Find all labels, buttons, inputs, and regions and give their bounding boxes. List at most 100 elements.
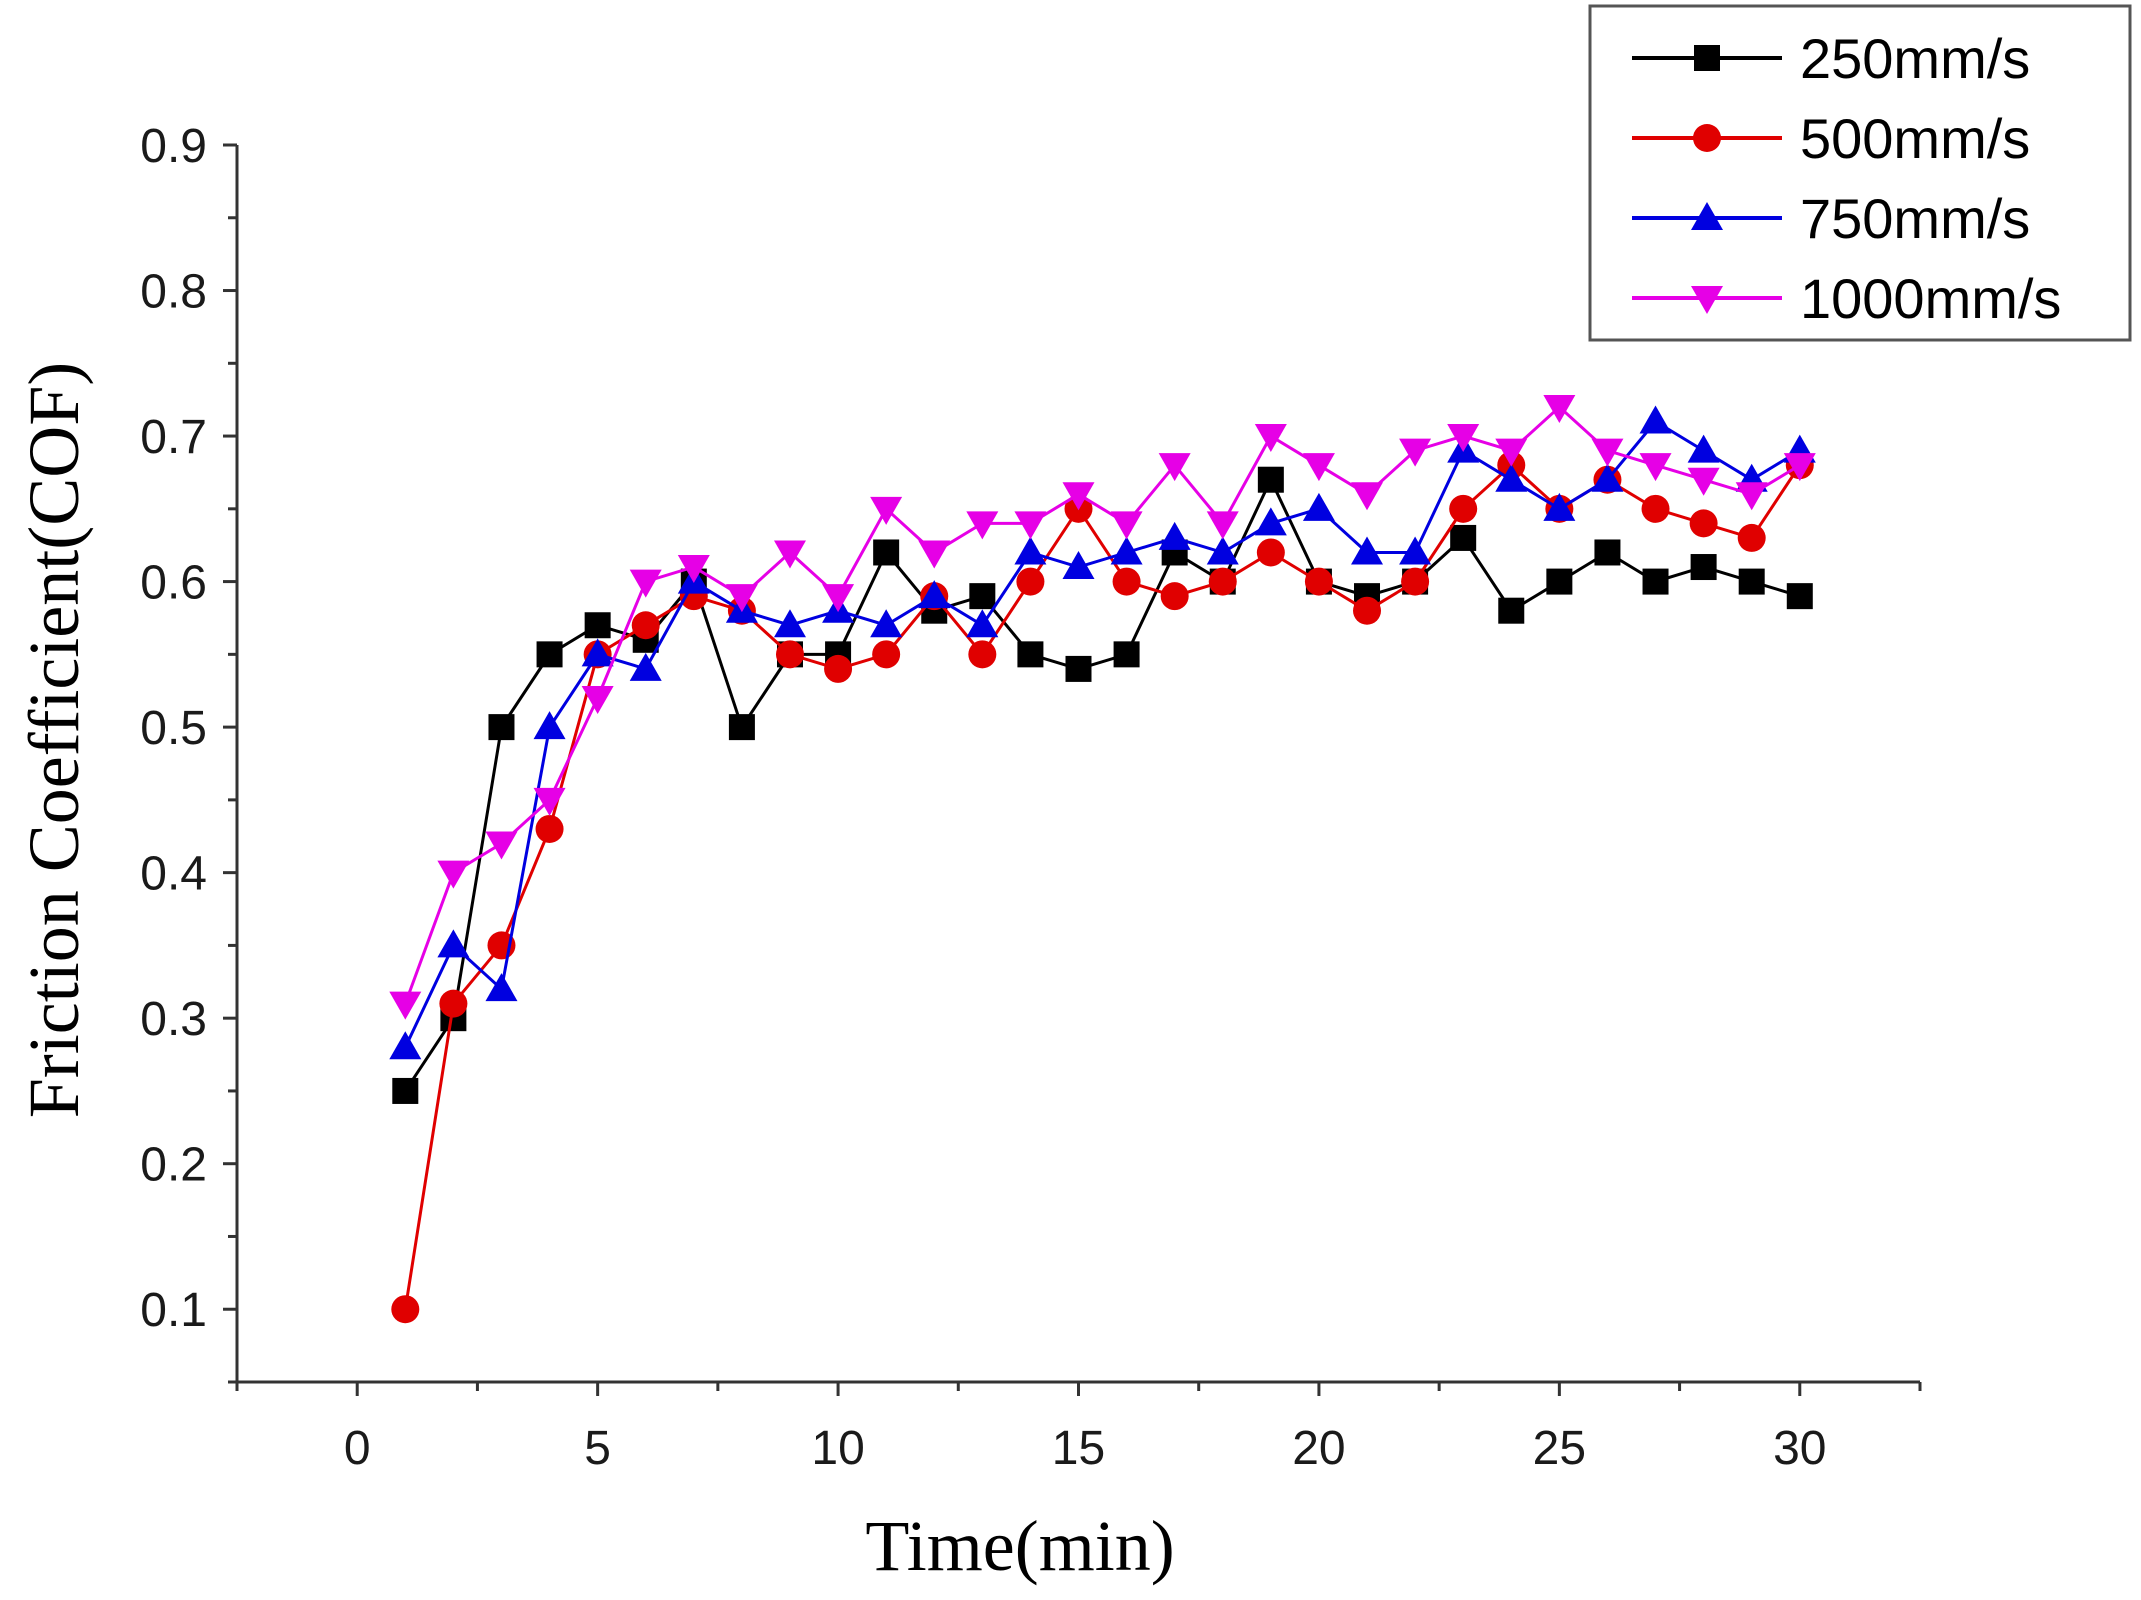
data-point [1160, 582, 1189, 611]
data-point [966, 609, 999, 638]
legend-marker [1693, 124, 1721, 152]
y-tick-label: 0.1 [140, 1284, 207, 1337]
data-point [1065, 655, 1092, 682]
data-point [533, 711, 566, 740]
data-point [824, 654, 853, 683]
data-point [1737, 523, 1766, 552]
data-point [485, 831, 518, 860]
data-point [1495, 463, 1528, 492]
data-point [535, 814, 564, 843]
data-point [1449, 494, 1478, 523]
series-1 [392, 466, 1813, 1104]
data-point [1495, 438, 1528, 467]
data-point [1639, 453, 1672, 482]
data-point [629, 652, 662, 681]
legend-item: 250mm/s [1632, 27, 2030, 90]
data-point [1594, 539, 1621, 566]
legend-marker [1694, 45, 1720, 71]
data-point [536, 641, 563, 668]
data-point [870, 609, 903, 638]
legend-label: 1000mm/s [1800, 267, 2061, 330]
data-point [1304, 567, 1333, 596]
legend-box [1588, 4, 2132, 342]
data-point [437, 860, 470, 889]
data-point [1639, 405, 1672, 434]
data-point [1256, 538, 1285, 567]
data-point [1738, 568, 1765, 595]
data-point [1158, 453, 1191, 482]
data-point [1016, 567, 1045, 596]
ticks: 0 5 10 15 20 25 30 0.1 0.2 0.3 0.4 0.5 0.6 0.7 0.8 0.9 [140, 120, 1922, 1475]
data-point [1014, 536, 1047, 565]
data-point [775, 640, 804, 669]
y-tick-label: 0.4 [140, 848, 207, 901]
data-point [1254, 507, 1287, 536]
y-tick-label: 0.5 [140, 702, 207, 755]
y-tick-label: 0.7 [140, 411, 207, 464]
data-point [725, 584, 758, 613]
data-point [1687, 467, 1720, 496]
data-point [1110, 511, 1143, 540]
y-axis-title: Friction Coefficient(COF) [14, 362, 94, 1119]
data-point [873, 539, 900, 566]
x-tick-label: 25 [1533, 1422, 1586, 1475]
data-point [1110, 536, 1143, 565]
data-point [870, 496, 903, 525]
series-2 [391, 451, 1814, 1324]
y-tick-label: 0.3 [140, 993, 207, 1046]
data-point [1498, 597, 1525, 624]
data-point [1786, 583, 1813, 610]
series-3 [389, 405, 1816, 1060]
data-point [1351, 536, 1384, 565]
data-point [581, 638, 614, 667]
data-point [968, 640, 997, 669]
data-point [1206, 511, 1239, 540]
legend-label: 250mm/s [1800, 27, 2030, 90]
series-4 [389, 394, 1816, 1020]
data-point [1257, 466, 1284, 493]
data-point [1689, 509, 1718, 538]
data-point [1062, 482, 1095, 511]
legend-item: 750mm/s [1632, 187, 2030, 250]
data-point [533, 787, 566, 816]
data-point [1591, 463, 1624, 492]
data-point [392, 1077, 419, 1104]
data-point [1112, 567, 1141, 596]
series-line [403, 463, 1802, 1310]
data-point [1158, 521, 1191, 550]
data-point [629, 569, 662, 598]
series-line [403, 419, 1801, 1048]
data-point [1401, 567, 1430, 596]
data-point [1450, 524, 1477, 551]
data-point [872, 640, 901, 669]
data-point [1113, 641, 1140, 668]
legend-label: 750mm/s [1800, 187, 2030, 250]
data-point [1062, 551, 1095, 580]
data-point [1543, 492, 1576, 521]
data-point [1399, 536, 1432, 565]
y-tick-label: 0.6 [140, 557, 207, 610]
x-tick-label: 5 [584, 1422, 611, 1475]
legend-item: 500mm/s [1632, 107, 2030, 170]
series-group [389, 394, 1816, 1324]
data-point [631, 611, 660, 640]
data-point [584, 612, 611, 639]
data-point [389, 1031, 422, 1060]
data-point [485, 973, 518, 1002]
data-point [1447, 424, 1480, 453]
data-point [1591, 438, 1624, 467]
data-point [1017, 641, 1044, 668]
data-point [1399, 438, 1432, 467]
data-point [918, 540, 951, 569]
data-point [1014, 511, 1047, 540]
series-line [403, 404, 1801, 1005]
data-point [1735, 482, 1768, 511]
x-tick-label: 30 [1773, 1422, 1826, 1475]
x-tick-label: 15 [1052, 1422, 1105, 1475]
data-point [437, 929, 470, 958]
data-point [1641, 494, 1670, 523]
data-point [1208, 567, 1237, 596]
x-tick-label: 0 [344, 1422, 371, 1475]
legend-label: 500mm/s [1800, 107, 2030, 170]
